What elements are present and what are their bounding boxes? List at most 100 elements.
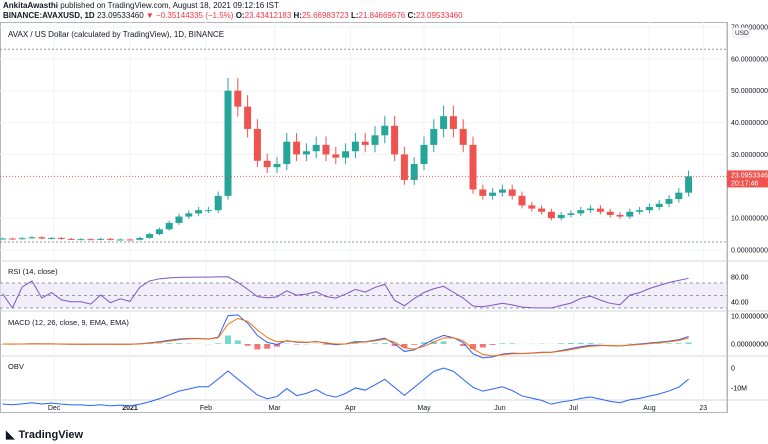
macd-histogram-bar bbox=[499, 343, 506, 344]
candle-body bbox=[302, 151, 310, 155]
macd-histogram-bar bbox=[274, 344, 280, 347]
y-tick-label: 50.00000000 bbox=[731, 88, 768, 95]
x-tick-label: May bbox=[417, 405, 431, 412]
last-price-tag bbox=[727, 170, 768, 188]
candle-body bbox=[547, 211, 555, 219]
y-tick-label: 30.00000000 bbox=[731, 152, 768, 159]
candle-body bbox=[263, 160, 271, 168]
candle-body bbox=[391, 125, 399, 155]
candle-body bbox=[577, 210, 585, 214]
candle-body bbox=[214, 195, 222, 211]
macd-histogram-bar bbox=[440, 341, 447, 344]
candle-body bbox=[606, 211, 614, 215]
candle-body bbox=[655, 203, 663, 207]
candle-body bbox=[116, 239, 124, 241]
y-tick-label: 60.00000000 bbox=[731, 56, 768, 63]
candle-body bbox=[675, 192, 683, 200]
candle-body bbox=[312, 144, 320, 152]
candle-body bbox=[87, 239, 95, 241]
candle-body bbox=[342, 151, 350, 158]
tradingview-logo[interactable]: ◣ TradingView bbox=[6, 428, 84, 442]
candle-body bbox=[400, 154, 408, 180]
candle-body bbox=[616, 214, 624, 217]
obv-tick-label: -10M bbox=[731, 386, 747, 393]
symbol-info: BINANCE:AVAXUSD, 1D 23.09533460 ▼ −0.351… bbox=[3, 11, 463, 20]
tradingview-logo-icon: ◣ bbox=[6, 429, 15, 441]
candle-body bbox=[636, 210, 644, 212]
macd-histogram-bar bbox=[558, 343, 565, 344]
macd-histogram-bar bbox=[244, 344, 251, 346]
candle-body bbox=[420, 144, 428, 164]
x-tick-label: Apr bbox=[345, 405, 357, 412]
candle-body bbox=[351, 141, 359, 152]
obv-tick-label: 0 bbox=[731, 366, 735, 373]
candle-body bbox=[293, 141, 301, 155]
candle-body bbox=[185, 213, 193, 217]
candle-body bbox=[685, 176, 693, 193]
macd-histogram-bar bbox=[656, 343, 663, 344]
candle-body bbox=[459, 128, 467, 145]
candle-body bbox=[518, 195, 526, 206]
macd-histogram-bar bbox=[460, 344, 467, 346]
x-tick-label: Mar bbox=[269, 405, 282, 412]
signal-line bbox=[2, 317, 689, 357]
currency-box bbox=[732, 27, 750, 38]
candle-body bbox=[8, 238, 16, 240]
candle-body bbox=[67, 238, 75, 240]
macd-histogram-bar bbox=[176, 343, 182, 344]
candle-body bbox=[645, 206, 653, 211]
x-tick-label: Aug bbox=[643, 405, 656, 412]
x-tick-label: Jun bbox=[494, 405, 505, 412]
candle-body bbox=[381, 125, 389, 136]
candle-body bbox=[410, 163, 418, 180]
candle-body bbox=[155, 229, 163, 235]
macd-histogram-bar bbox=[254, 344, 261, 350]
macd-histogram-bar bbox=[587, 343, 594, 344]
candle-body bbox=[440, 116, 448, 129]
macd-histogram-bar bbox=[577, 342, 584, 344]
candle-body bbox=[371, 135, 379, 145]
y-tick-label: 0.00000000 bbox=[731, 248, 768, 255]
candle-body bbox=[126, 239, 134, 241]
y-tick-label: 40.00000000 bbox=[731, 120, 768, 127]
rsi-tick-label: 80.00 bbox=[731, 274, 749, 281]
macd-histogram-bar bbox=[156, 343, 163, 344]
rsi-tick-label: 40.00 bbox=[731, 299, 749, 306]
candle-body bbox=[77, 239, 85, 241]
candle-body bbox=[626, 211, 634, 217]
countdown-value: 20:17:46 bbox=[731, 180, 758, 187]
candle-body bbox=[596, 208, 604, 212]
candle-body bbox=[489, 192, 497, 196]
obv-line bbox=[2, 367, 689, 407]
macd-histogram-bar bbox=[509, 343, 516, 344]
candle-body bbox=[146, 234, 154, 238]
candle-body bbox=[322, 144, 330, 155]
macd-histogram-bar bbox=[470, 344, 476, 350]
candle-body bbox=[665, 199, 673, 204]
macd-histogram-bar bbox=[489, 344, 496, 345]
chart-title: AVAX / US Dollar (calculated by TradingV… bbox=[8, 30, 225, 39]
candle-body bbox=[469, 144, 477, 190]
candle-body bbox=[528, 205, 536, 209]
candle-body bbox=[204, 210, 212, 212]
macd-histogram-bar bbox=[675, 343, 682, 344]
macd-histogram-bar bbox=[381, 342, 388, 344]
x-tick-label: 23 bbox=[699, 405, 707, 412]
rsi-line bbox=[2, 276, 689, 310]
candle-body bbox=[165, 222, 173, 230]
macd-histogram-bar bbox=[323, 344, 329, 345]
obv-label: OBV bbox=[8, 362, 24, 371]
candle-body bbox=[557, 214, 565, 219]
candle-body bbox=[97, 238, 105, 240]
x-tick-label: Jul bbox=[569, 405, 578, 412]
macd-histogram-bar bbox=[391, 344, 398, 346]
macd-histogram-bar bbox=[215, 343, 222, 344]
candle-body bbox=[57, 237, 65, 239]
candle-body bbox=[244, 106, 252, 129]
candle-body bbox=[234, 90, 242, 107]
candle-body bbox=[498, 189, 506, 193]
rsi-label: RSI (14, close) bbox=[8, 267, 58, 276]
chart-frame bbox=[0, 22, 728, 413]
x-tick-label: 2021 bbox=[122, 405, 138, 412]
